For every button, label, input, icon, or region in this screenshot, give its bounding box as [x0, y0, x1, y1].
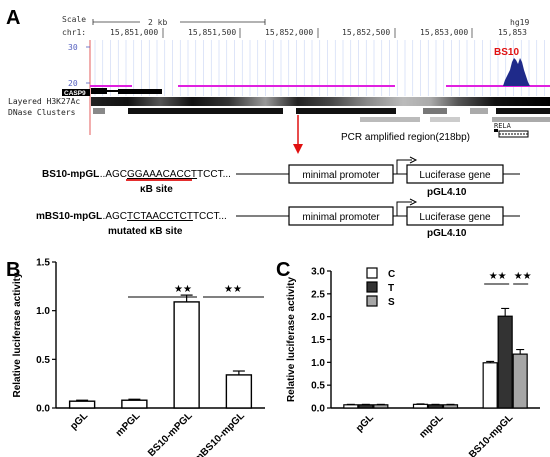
x-tick-label: mPGL [114, 410, 143, 439]
position-6: 15,853 [498, 28, 527, 37]
y-tick-label: 0.0 [311, 404, 325, 415]
y-label-30: 30 [68, 43, 78, 52]
bar [68, 400, 96, 409]
construct1-seq: ...AGCGGAAACACCTTCCT... [97, 169, 231, 180]
construct2-promoter-box [288, 206, 394, 226]
chart-c: 0.0 0.5 1.0 1.5 2.0 2.5 3.0 Relative luciferase… [286, 267, 540, 457]
construct2-tss-arrow [396, 201, 412, 216]
position-3: 15,852,000 [265, 28, 313, 37]
legend-swatch-S [366, 295, 378, 307]
scale-label: Scale [62, 15, 86, 24]
y-tick-label: 2.5 [311, 289, 325, 300]
construct2-gene-box [406, 206, 504, 226]
bar-C [482, 362, 498, 409]
construct1-vector: pGL4.10 [427, 187, 467, 198]
x-tick-label: pGL [68, 410, 90, 432]
legend-swatch-T [366, 281, 378, 293]
x-tick-label: BS10-mPGL [146, 410, 195, 457]
significance-mark: ★★ [514, 271, 532, 282]
y-tick-label: 1.0 [36, 306, 50, 317]
bar-T [358, 404, 374, 409]
bar-S [512, 353, 528, 409]
construct1-name: BS10-mpGL [42, 169, 99, 180]
x-tick-label: mBS10-mpGL [192, 410, 247, 457]
y-tick-label: 2.0 [311, 312, 325, 323]
construct2-gene: Luciferase gene [419, 212, 491, 223]
chart-b: 0.0 0.5 1.0 1.5 Relative luciferase activity… [12, 258, 265, 457]
position-5: 15,853,000 [420, 28, 468, 37]
position-1: 15,851,000 [110, 28, 158, 37]
legend-label: T [388, 283, 394, 294]
y-tick-label: 3.0 [311, 267, 325, 278]
peak-signal [503, 58, 530, 86]
construct2-promoter: minimal promoter [302, 212, 380, 223]
y-axis-label: Relative luciferase activity [286, 277, 297, 403]
legend-label: C [388, 269, 395, 280]
rela-box [494, 129, 498, 132]
position-2: 15,851,500 [188, 28, 236, 37]
track-h3k27ac-label: Layered H3K27Ac [8, 97, 80, 106]
bar-T [427, 404, 444, 409]
panel-label-b: B [6, 259, 20, 281]
bar [225, 374, 253, 409]
construct1-promoter: minimal promoter [302, 170, 380, 181]
mutated-kb-site-label: mutated κB site [108, 226, 183, 237]
bar-C [343, 404, 359, 409]
gene-label: CASP9 [64, 90, 86, 97]
significance-mark: ★★ [489, 271, 507, 282]
rela-label: RELA [494, 122, 512, 130]
pcr-label: PCR amplified region(218bp) [341, 132, 470, 143]
construct2-name: mBS10-mpGL [36, 211, 102, 222]
scale-value: 2 kb [148, 18, 167, 27]
h3k27ac-track [91, 97, 550, 106]
legend-swatch-C [366, 267, 378, 279]
peak-label: BS10 [494, 47, 519, 58]
position-ticks: 15,851,000 15,851,500 15,852,000 15,852,… [110, 28, 527, 37]
browser-gridlines [94, 40, 545, 96]
red-arrow-head [293, 144, 303, 154]
bar-T [497, 315, 513, 409]
dnase-track [93, 108, 550, 122]
kb-site-label: κB site [140, 184, 173, 195]
chrom-label: chr1: [62, 28, 86, 37]
y-tick-label: 1.5 [36, 258, 50, 269]
y-tick-label: 1.0 [311, 358, 325, 369]
construct1-tss-arrow [396, 159, 412, 174]
position-4: 15,852,500 [342, 28, 390, 37]
y-axis-label: Relative luciferase activity [12, 272, 23, 398]
significance-mark: ★★ [174, 284, 192, 295]
y-label-20: 20 [68, 79, 78, 88]
bar-S [373, 404, 389, 409]
construct1-promoter-box [288, 164, 394, 184]
y-tick-label: 1.5 [311, 335, 325, 346]
panel-label-c: C [276, 259, 290, 281]
track-dnase-label: DNase Clusters [8, 108, 76, 117]
bar [173, 301, 200, 409]
construct2-vector: pGL4.10 [427, 228, 467, 239]
x-tick-label: BS10-mpGL [467, 412, 515, 457]
bar-S [442, 404, 459, 409]
x-tick-label: pGL [354, 412, 376, 434]
genome-label: hg19 [510, 18, 529, 27]
construct1-gene-box [406, 164, 504, 184]
y-tick-label: 0.5 [311, 381, 325, 392]
y-tick-label: 0.0 [36, 404, 50, 415]
bar-C [412, 403, 429, 409]
significance-mark: ★★ [224, 284, 242, 295]
y-tick-label: 0.5 [36, 355, 50, 366]
legend-label: S [388, 297, 395, 308]
gene-casp9-box [91, 88, 107, 94]
x-tick-label: mpGL [417, 412, 445, 440]
panel-label-a: A [6, 7, 20, 29]
construct1-gene: Luciferase gene [419, 170, 491, 181]
bar [121, 399, 148, 409]
construct2-seq: ...AGCTCTAACCTCTTCCT... [97, 211, 227, 222]
